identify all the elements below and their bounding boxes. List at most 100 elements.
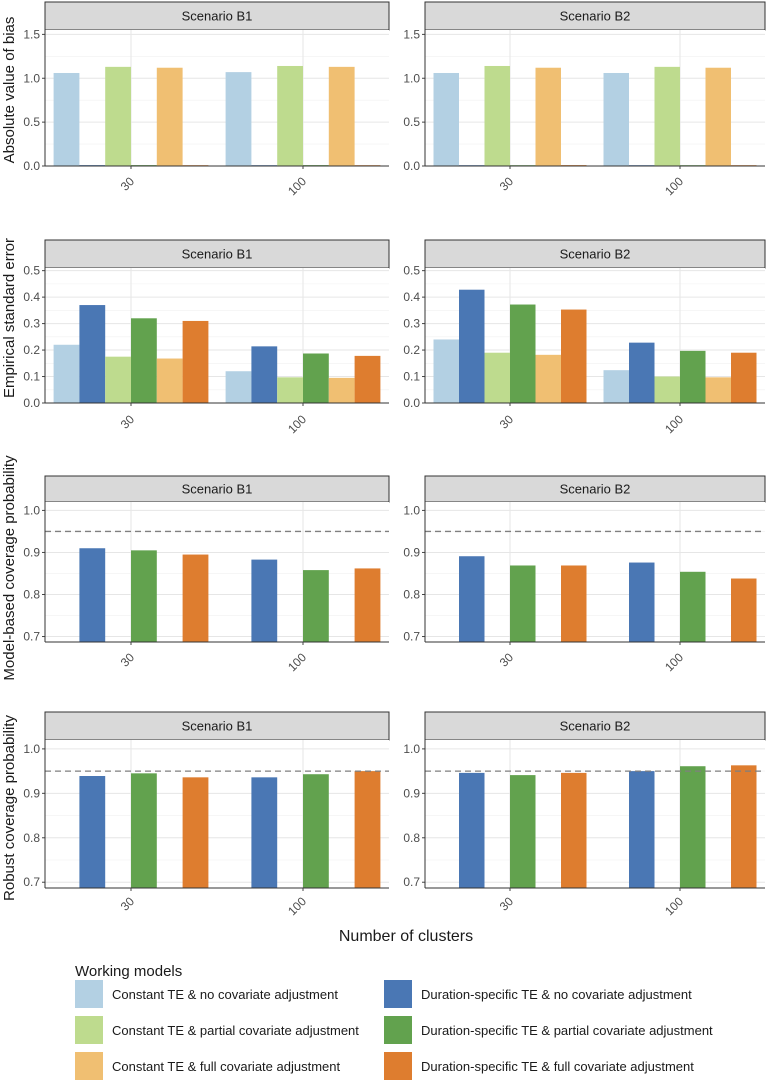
x-tick-label: 100 — [662, 174, 686, 198]
legend-key — [75, 1016, 103, 1044]
x-tick-label: 100 — [662, 650, 686, 674]
y-tick-label: 0.7 — [403, 875, 420, 889]
bar — [535, 354, 561, 403]
x-tick-label: 30 — [118, 894, 138, 914]
panel-title: Scenario B1 — [182, 9, 253, 24]
x-tick-label: 100 — [662, 412, 686, 436]
bar — [131, 550, 157, 642]
y-tick-label: 0.0 — [23, 396, 40, 410]
y-tick-label: 0.5 — [23, 115, 40, 129]
y-tick-label: 0.8 — [403, 831, 420, 845]
bar — [680, 571, 706, 642]
panel-title: Scenario B1 — [182, 482, 253, 497]
y-tick-label: 0.2 — [403, 343, 420, 357]
bar — [182, 554, 209, 642]
panel-strip — [44, 475, 390, 503]
bar — [156, 67, 183, 166]
bar — [131, 318, 157, 403]
y-tick-label: 0.8 — [23, 831, 40, 845]
y-tick-label: 0.5 — [403, 264, 420, 278]
y-tick-label: 0.8 — [23, 587, 40, 601]
y-tick-label: 0.8 — [403, 587, 420, 601]
bar — [680, 766, 706, 888]
y-tick-label: 0.1 — [23, 370, 40, 384]
x-tick-label: 30 — [118, 650, 138, 670]
bar — [510, 565, 536, 642]
bar — [328, 66, 355, 166]
plot-layer: Absolute value of bias Scenario B1 0.0 0.5 1… — [1, 1, 766, 918]
x-tick-label: 100 — [285, 894, 309, 918]
bar — [731, 352, 757, 403]
bar — [510, 304, 536, 403]
x-axis-title: Number of clusters — [339, 928, 473, 945]
bar — [535, 67, 561, 166]
panel-3-0: Scenario B1 0.7 0.8 0.9 1.0 30 100 — [23, 711, 390, 918]
x-tick-label: 30 — [118, 412, 138, 432]
x-tick-label: 100 — [285, 650, 309, 674]
bar — [354, 771, 381, 888]
bar — [303, 774, 329, 888]
bar — [156, 358, 183, 403]
bar — [561, 772, 587, 888]
y-tick-label: 1.0 — [23, 742, 40, 756]
bar — [225, 371, 252, 403]
y-tick-label: 0.0 — [23, 159, 40, 173]
bar — [731, 765, 757, 888]
y-tick-label: 0.5 — [403, 115, 420, 129]
bar — [354, 568, 381, 642]
bar — [277, 377, 303, 403]
bar — [433, 72, 459, 166]
legend-label: Duration-specific TE & no covariate adju… — [421, 987, 692, 1002]
bar — [459, 289, 485, 403]
y-tick-label: 0.0 — [403, 159, 420, 173]
x-tick-label: 100 — [662, 894, 686, 918]
panel-strip — [44, 1, 390, 31]
y-tick-label: 0.2 — [23, 343, 40, 357]
bar — [303, 570, 329, 642]
bar — [705, 67, 731, 166]
x-tick-label: 100 — [285, 174, 309, 198]
bar — [182, 777, 209, 888]
x-tick-label: 30 — [118, 174, 138, 194]
y-tick-label: 1.5 — [23, 27, 40, 41]
bar — [251, 559, 278, 642]
y-tick-label: 0.9 — [403, 545, 420, 559]
y-tick-label: 0.4 — [23, 290, 40, 304]
y-tick-label: 0.7 — [23, 630, 40, 644]
y-tick-label: 0.9 — [23, 545, 40, 559]
y-tick-label: 1.0 — [403, 71, 420, 85]
bar — [603, 370, 629, 403]
panel-title: Scenario B2 — [560, 9, 631, 24]
bar — [484, 352, 510, 403]
bar — [629, 342, 655, 403]
panel-strip — [424, 711, 766, 741]
legend-key — [384, 980, 412, 1008]
bar — [182, 320, 209, 403]
bar — [225, 72, 252, 166]
panel-1-1: Scenario B2 0.0 0.1 0.2 0.3 0.4 0.5 30 100 — [403, 239, 766, 436]
bar — [603, 72, 629, 166]
y-tick-label: 0.1 — [403, 370, 420, 384]
y-tick-label: 1.0 — [23, 503, 40, 517]
panel-3-1: Scenario B2 0.7 0.8 0.9 1.0 30 100 — [403, 711, 766, 918]
bar — [705, 377, 731, 403]
bar — [354, 355, 381, 403]
bar — [629, 771, 655, 888]
x-tick-label: 30 — [497, 174, 517, 194]
y-tick-label: 0.9 — [403, 786, 420, 800]
panel-1-0: Scenario B1 0.0 0.1 0.2 0.3 0.4 0.5 30 100 — [23, 239, 390, 436]
panel-title: Scenario B2 — [560, 719, 631, 734]
x-tick-label: 30 — [497, 894, 517, 914]
bar — [629, 562, 655, 642]
bar — [459, 772, 485, 888]
legend-title: Working models — [75, 963, 182, 980]
bar — [251, 346, 278, 403]
bar — [484, 65, 510, 166]
y-tick-label: 1.0 — [403, 503, 420, 517]
y-tick-label: 0.3 — [403, 317, 420, 331]
bar — [459, 556, 485, 642]
y-tick-label: 1.5 — [403, 27, 420, 41]
bar — [303, 353, 329, 403]
x-tick-label: 30 — [497, 650, 517, 670]
panel-title: Scenario B2 — [560, 482, 631, 497]
